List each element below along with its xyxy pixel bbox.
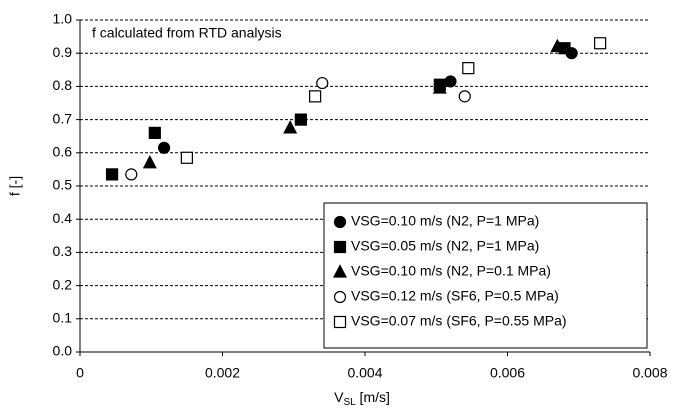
legend-marker	[333, 290, 347, 304]
data-point	[283, 120, 298, 134]
y-tick-label: 0.9	[53, 44, 73, 60]
legend-label: VSG=0.10 m/s (N2, P=0.1 MPa)	[351, 263, 551, 279]
data-point	[432, 80, 447, 94]
x-axis-label: VSL [m/s]	[334, 389, 390, 408]
legend-marker	[333, 315, 347, 329]
legend-label: VSG=0.12 m/s (SF6, P=0.5 MPa)	[351, 288, 559, 304]
y-tick-label: 0.3	[53, 243, 73, 259]
y-tick-label: 0.8	[53, 77, 73, 93]
data-point	[105, 168, 119, 181]
y-tick-label: 0.2	[53, 276, 73, 292]
data-point	[444, 75, 457, 88]
legend-box	[323, 202, 648, 349]
x-label-main: V	[334, 389, 344, 405]
y-tick-label: 0.1	[53, 310, 73, 326]
y-tick-label: 0.7	[53, 110, 73, 126]
x-tick-label: 0.002	[205, 365, 240, 381]
x-tick-label: 0	[76, 365, 84, 381]
data-point	[125, 168, 138, 181]
y-tick-label: 0.5	[53, 177, 73, 193]
y-tick-label: 0.0	[53, 343, 73, 359]
data-point	[550, 38, 565, 53]
legend-marker	[333, 240, 347, 254]
y-tick-label: 1.0	[53, 11, 73, 27]
data-point	[309, 90, 322, 103]
x-label-unit: [m/s]	[356, 389, 390, 405]
y-axis-label: f [-]	[7, 176, 23, 196]
x-tick-label: 0.008	[632, 365, 667, 381]
data-point	[142, 154, 157, 169]
x-tick-label: 0.004	[347, 365, 382, 381]
data-point	[148, 126, 161, 139]
legend-label: VSG=0.10 m/s (N2, P=1 MPa)	[351, 213, 539, 229]
legend-marker	[333, 264, 347, 278]
x-label-sub: SL	[343, 397, 356, 408]
legend-label: VSG=0.07 m/s (SF6, P=0.55 MPa)	[351, 313, 567, 329]
y-tick-label: 0.4	[53, 210, 73, 226]
data-point	[594, 37, 607, 50]
data-point	[180, 151, 193, 164]
x-tick-label: 0.006	[490, 365, 525, 381]
y-tick-label: 0.6	[53, 144, 73, 160]
legend-marker	[333, 215, 347, 229]
data-point	[157, 141, 171, 154]
data-point	[294, 113, 307, 126]
data-point	[316, 76, 329, 90]
data-point	[458, 90, 471, 103]
data-point	[462, 62, 475, 75]
legend-label: VSG=0.05 m/s (N2, P=1 MPa)	[351, 238, 539, 254]
annotation: f calculated from RTD analysis	[92, 25, 282, 41]
